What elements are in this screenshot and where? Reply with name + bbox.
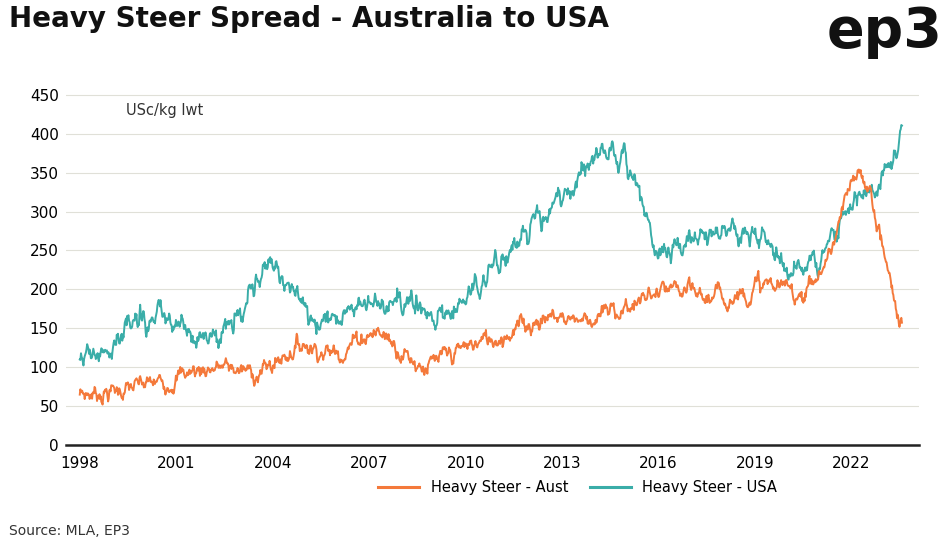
Text: Heavy Steer Spread - Australia to USA: Heavy Steer Spread - Australia to USA [9,5,610,34]
Text: Source: MLA, EP3: Source: MLA, EP3 [9,523,131,538]
Text: USc/kg lwt: USc/kg lwt [126,103,204,118]
Text: ep3: ep3 [827,5,942,59]
Legend: Heavy Steer - Aust, Heavy Steer - USA: Heavy Steer - Aust, Heavy Steer - USA [372,474,783,501]
